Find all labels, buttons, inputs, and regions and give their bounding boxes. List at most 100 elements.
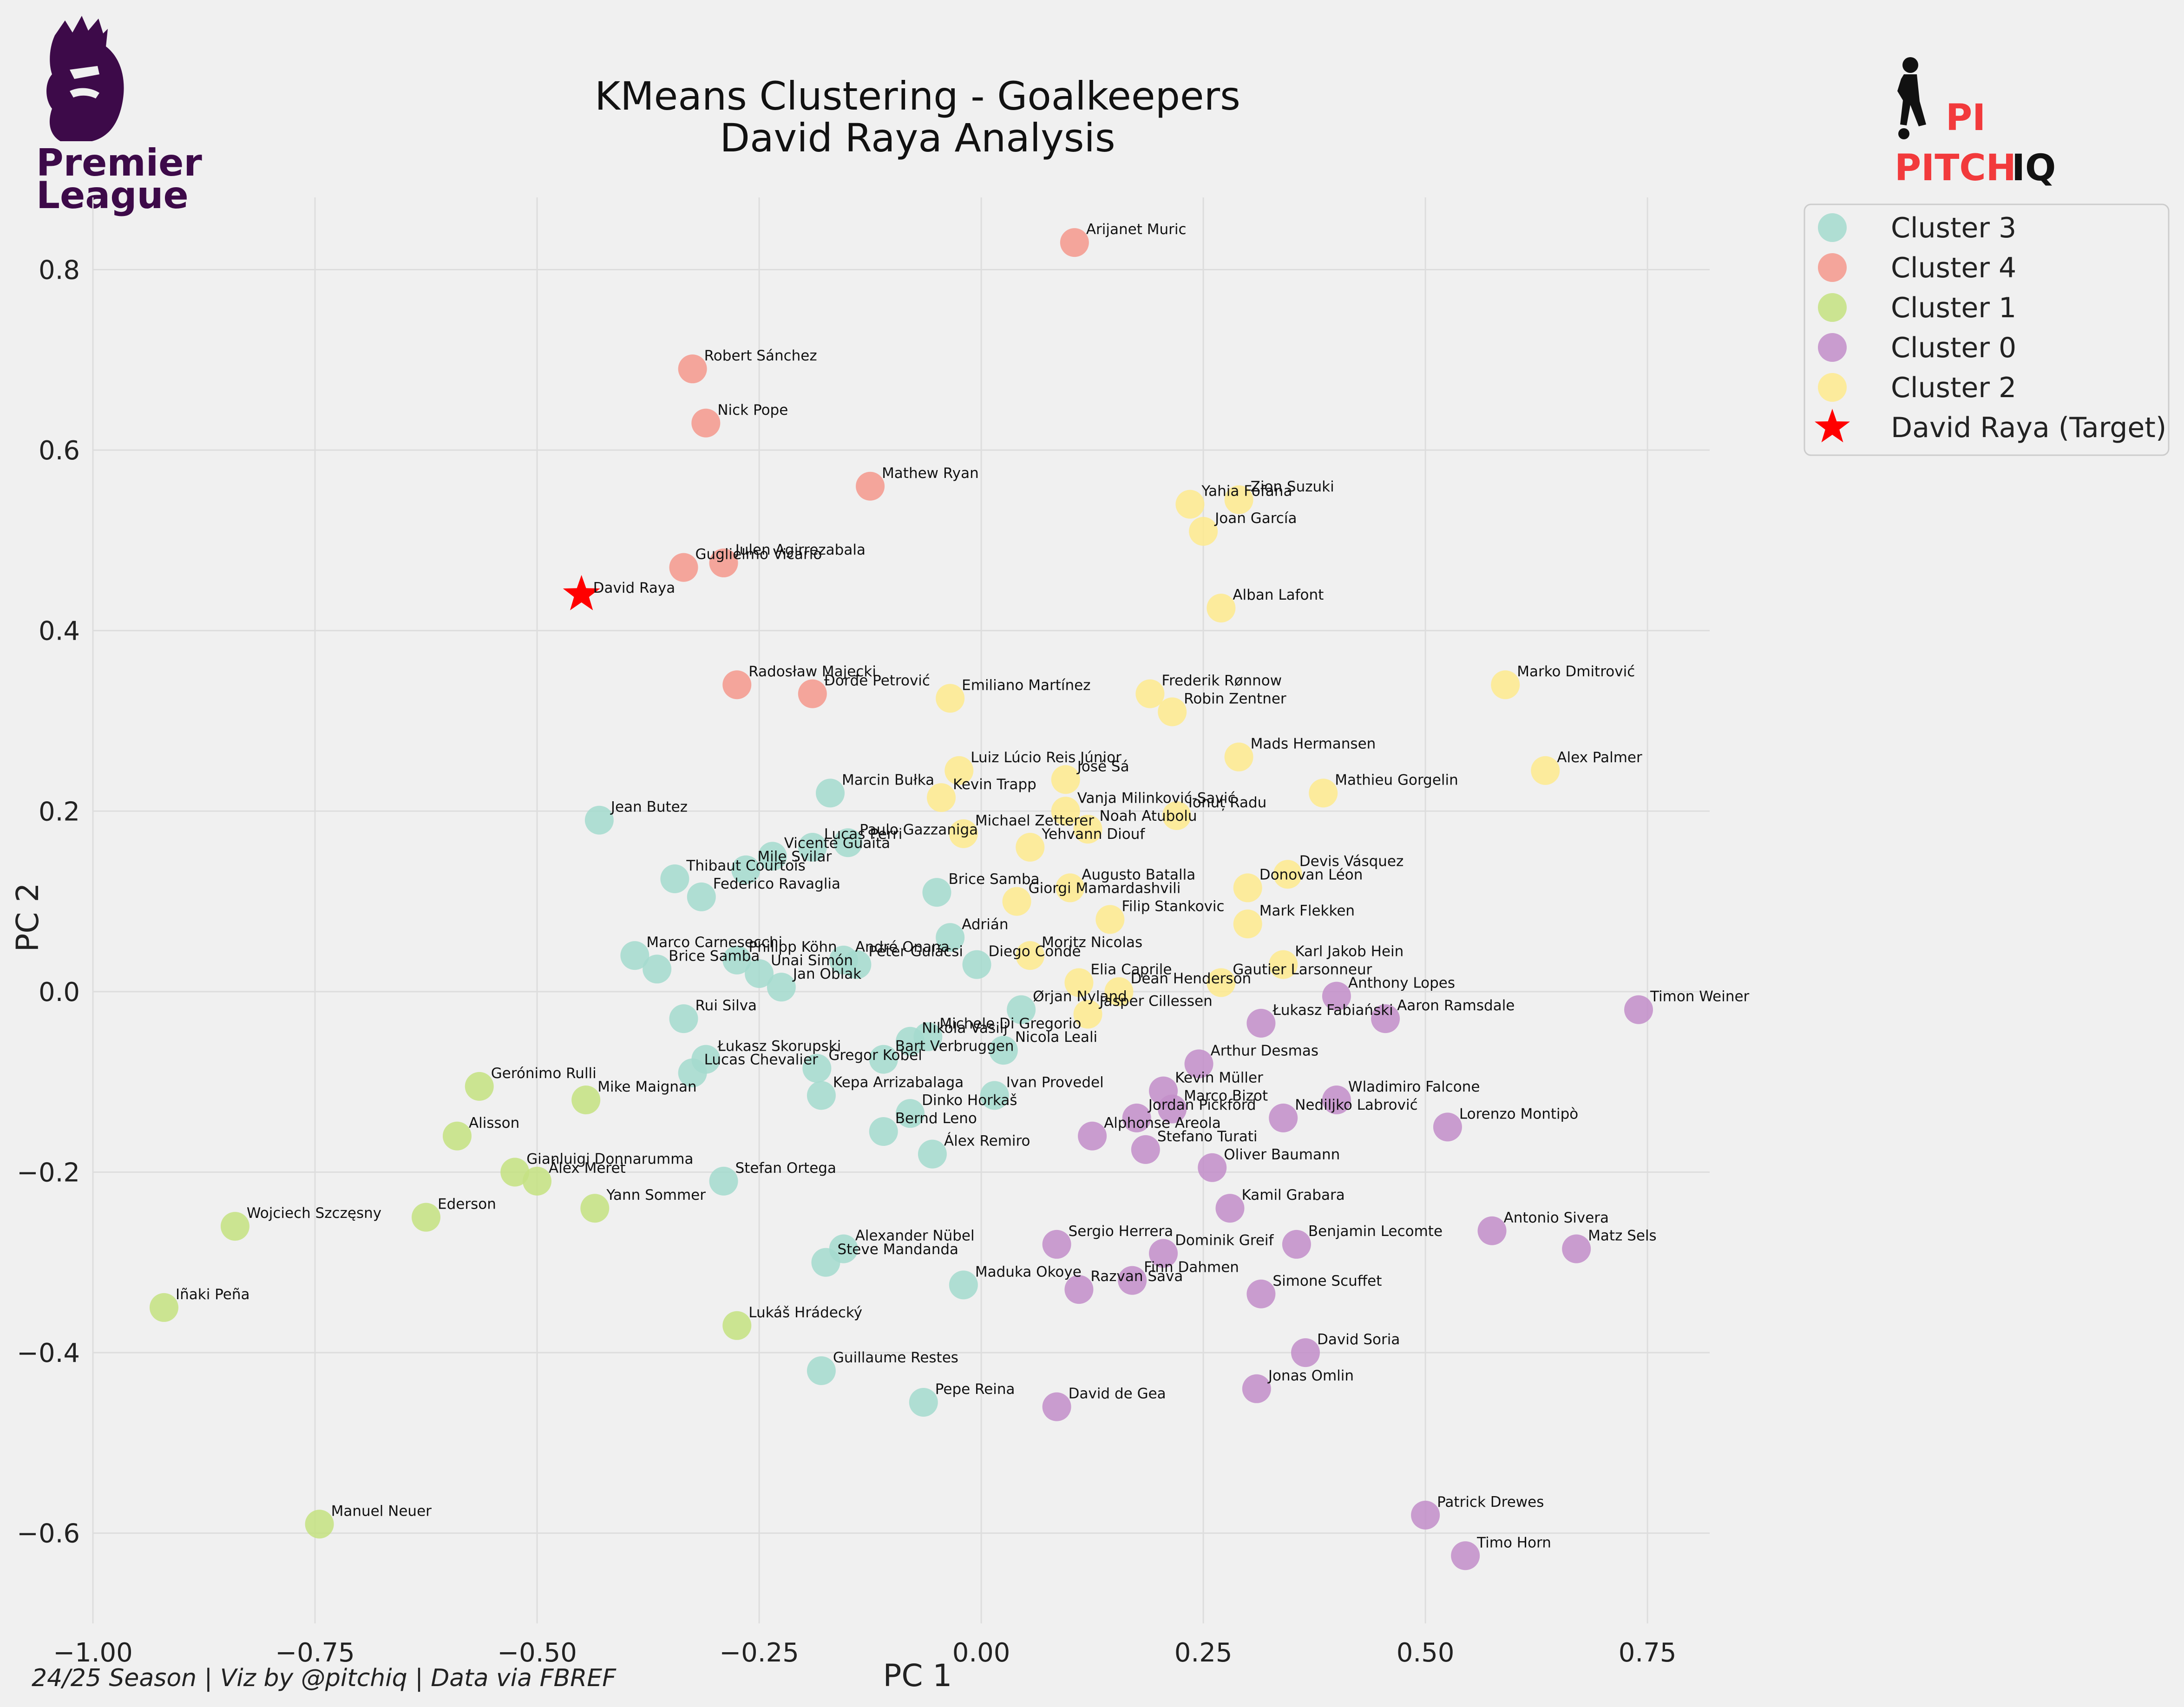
- scatter-point: [944, 756, 974, 785]
- scatter-point: [962, 950, 991, 979]
- point-label: Vicente Guaita: [784, 835, 890, 851]
- y-tick-label: 0.4: [39, 616, 80, 647]
- scatter-point: [1122, 1103, 1151, 1132]
- point-label: Bart Verbruggen: [895, 1038, 1014, 1055]
- point-label: Álex Meret: [549, 1160, 626, 1177]
- scatter-point: [1158, 1094, 1187, 1124]
- point-label: Mark Flekken: [1259, 903, 1355, 919]
- legend-star-icon: [1815, 409, 1850, 443]
- scatter-point: [620, 941, 649, 970]
- point-label: Aaron Ramsdale: [1397, 997, 1515, 1014]
- legend-swatch: [1818, 333, 1847, 362]
- scatter-point: [1309, 778, 1338, 808]
- chart-subtitle: David Raya Analysis: [720, 115, 1115, 161]
- scatter-point: [767, 973, 796, 1002]
- scatter-point: [807, 1081, 836, 1110]
- legend-entry: Cluster 0: [1891, 332, 2016, 364]
- point-label: Robert Sánchez: [704, 347, 817, 364]
- point-label: Adrián: [962, 916, 1008, 933]
- x-tick-label: 0.75: [1619, 1638, 1677, 1668]
- scatter-point: [816, 778, 845, 808]
- point-label: Mike Maignan: [597, 1079, 696, 1095]
- point-label: Alexander Nübel: [855, 1228, 975, 1244]
- scatter-point: [1060, 228, 1089, 257]
- y-tick-label: −0.4: [17, 1338, 80, 1368]
- point-label: Alex Palmer: [1557, 749, 1642, 766]
- point-label: Nediljko Labrović: [1295, 1097, 1417, 1113]
- point-label: Jean Butez: [610, 799, 688, 816]
- scatter-point: [669, 553, 698, 582]
- scatter-point: [1233, 873, 1262, 903]
- point-label: Ørjan Nyland: [1033, 988, 1127, 1005]
- scatter-point: [1184, 1049, 1213, 1079]
- premier-league-logo-line2: League: [36, 174, 189, 217]
- y-tick-label: −0.2: [17, 1158, 80, 1188]
- scatter-point: [842, 950, 872, 979]
- point-label: Đorđe Petrović: [824, 673, 930, 689]
- point-label: Oliver Baumann: [1224, 1146, 1340, 1163]
- scatter-point: [1224, 485, 1253, 514]
- point-label: Benjamin Lecomte: [1308, 1223, 1443, 1240]
- point-label: Marco Carnesecchi: [646, 934, 782, 951]
- scatter-point: [1131, 1135, 1160, 1164]
- x-tick-label: −0.50: [497, 1638, 577, 1668]
- x-tick-label: 0.00: [952, 1638, 1010, 1668]
- legend-entry: David Raya (Target): [1891, 412, 2166, 444]
- legend-entry: Cluster 4: [1891, 252, 2016, 284]
- scatter-point: [1477, 1216, 1507, 1245]
- point-label: Alban Lafont: [1233, 587, 1324, 603]
- point-label: Gautier Larsonneur: [1233, 961, 1372, 978]
- target-label: David Raya: [593, 580, 676, 596]
- point-label: Kepa Arrizabalaga: [833, 1074, 964, 1091]
- scatter-point: [936, 923, 965, 952]
- point-label: Guillaume Restes: [833, 1349, 958, 1366]
- point-label: Federico Ravaglia: [713, 876, 840, 892]
- point-label: Antonio Sivera: [1504, 1210, 1609, 1226]
- premier-league-logo: Premier League: [36, 16, 202, 217]
- point-label: Alphonse Areola: [1104, 1115, 1221, 1131]
- scatter-point: [1016, 941, 1045, 970]
- legend-swatch: [1818, 373, 1847, 402]
- legend-swatch: [1818, 213, 1847, 242]
- scatter-point: [927, 783, 956, 812]
- footer-credit: 24/25 Season | Viz by @pitchiq | Data vi…: [32, 1664, 617, 1692]
- scatter-point: [1056, 873, 1085, 903]
- scatter-point: [949, 1270, 978, 1300]
- scatter-point: [305, 1510, 334, 1539]
- point-label: Karl Jakob Hein: [1295, 943, 1404, 960]
- point-label: Razvan Sava: [1090, 1268, 1183, 1285]
- scatter-point: [1207, 594, 1236, 623]
- scatter-point: [745, 959, 774, 988]
- scatter-point: [1269, 1103, 1298, 1132]
- point-label: Kevin Trapp: [953, 776, 1036, 793]
- pitchiq-logo-mark: PI: [1946, 97, 1986, 139]
- point-label: Luiz Lúcio Reis Júnior: [971, 749, 1122, 766]
- scatter-point: [1198, 1153, 1227, 1182]
- scatter-point: [1246, 1279, 1276, 1308]
- point-label: Ivan Provedel: [1006, 1074, 1104, 1091]
- scatter-point: [1562, 1234, 1591, 1263]
- scatter-point: [1149, 1239, 1178, 1268]
- scatter-point: [1189, 517, 1218, 546]
- point-label: Nikola Vasilj: [922, 1020, 1008, 1037]
- scatter-point: [1135, 679, 1165, 708]
- y-tick-label: 0.8: [39, 255, 80, 285]
- y-tick-label: 0.6: [39, 436, 80, 466]
- scatter-point: [798, 832, 827, 862]
- scatter-point: [802, 1054, 832, 1083]
- scatter-point: [989, 1036, 1018, 1065]
- scatter-point: [896, 1027, 925, 1056]
- point-label: Radosław Majecki: [748, 663, 876, 680]
- point-label: Wojciech Szczęsny: [247, 1205, 381, 1222]
- scatter-point: [1104, 977, 1134, 1006]
- point-label: Julen Agirrezabala: [735, 542, 866, 558]
- point-label: Kamil Grabara: [1241, 1187, 1345, 1203]
- scatter-point: [412, 1203, 441, 1232]
- scatter-point: [465, 1072, 494, 1101]
- point-label: Dominik Greif: [1175, 1232, 1274, 1249]
- scatter-point: [949, 819, 978, 848]
- legend-swatch: [1818, 253, 1847, 282]
- point-label: Łukasz Skorupski: [717, 1038, 841, 1055]
- scatter-point: [1491, 670, 1520, 700]
- point-label: Robin Zentner: [1184, 691, 1286, 707]
